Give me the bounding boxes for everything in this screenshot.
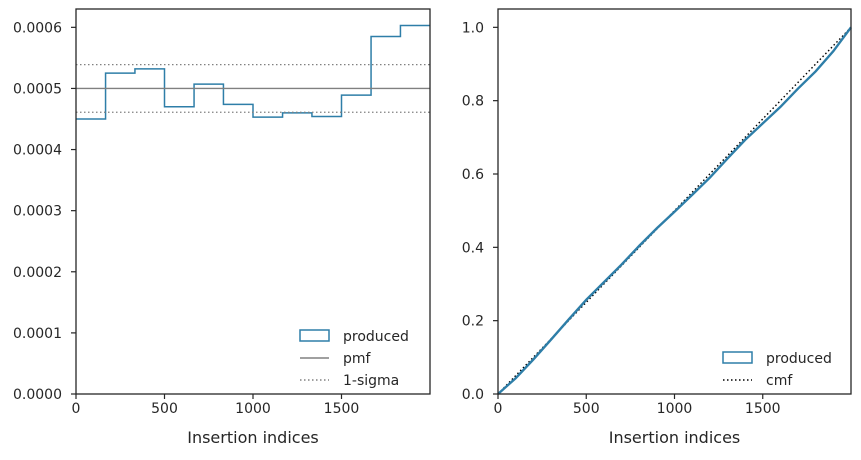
- legend-label-produced: produced: [343, 329, 409, 345]
- x-tick-label: 500: [151, 401, 178, 417]
- x-tick-label: 1000: [235, 401, 271, 417]
- y-tick-label: 1.0: [462, 20, 484, 36]
- legend-label-produced: produced: [766, 351, 832, 367]
- y-tick-label: 0.4: [462, 240, 484, 256]
- y-tick-label: 0.0000: [13, 387, 62, 403]
- y-tick-label: 0.6: [462, 167, 484, 183]
- legend-key-produced: [299, 329, 330, 342]
- x-axis-label: Insertion indices: [187, 428, 319, 447]
- y-tick-label: 0.0006: [13, 20, 62, 36]
- produced-cumulative-series: [497, 26, 852, 395]
- y-tick-label: 0.0003: [13, 204, 62, 220]
- y-tick-label: 0.0002: [13, 265, 62, 281]
- y-tick-label: 0.0: [462, 387, 484, 403]
- left-chart-pmf: 0 500 1000 1500 0.0000 0.0001 0.0002 0.0003 0.00…: [13, 8, 431, 447]
- produced-step-series: [76, 24, 430, 120]
- y-tick-label: 0.8: [462, 94, 484, 110]
- right-chart-cmf: 0 500 1000 1500 0.0 0.2 0.4 0.6 0.8 1.0 Insertion …: [462, 8, 852, 447]
- y-tick-label: 0.0001: [13, 326, 62, 342]
- x-tick-label: 0: [72, 401, 81, 417]
- legend-label-cmf: cmf: [766, 373, 793, 389]
- x-axis-label: Insertion indices: [609, 428, 741, 447]
- y-tick-label: 0.2: [462, 314, 484, 330]
- y-tick-label: 0.0004: [13, 143, 62, 159]
- x-tick-label: 500: [573, 401, 600, 417]
- legend-label-1-sigma: 1-sigma: [343, 373, 399, 389]
- legend-label-pmf: pmf: [343, 351, 372, 367]
- x-tick-label: 1500: [324, 401, 360, 417]
- x-tick-label: 1000: [657, 401, 693, 417]
- x-tick-label: 0: [494, 401, 503, 417]
- y-tick-label: 0.0005: [13, 81, 62, 97]
- x-tick-label: 1500: [745, 401, 781, 417]
- legend-key-produced: [722, 351, 753, 364]
